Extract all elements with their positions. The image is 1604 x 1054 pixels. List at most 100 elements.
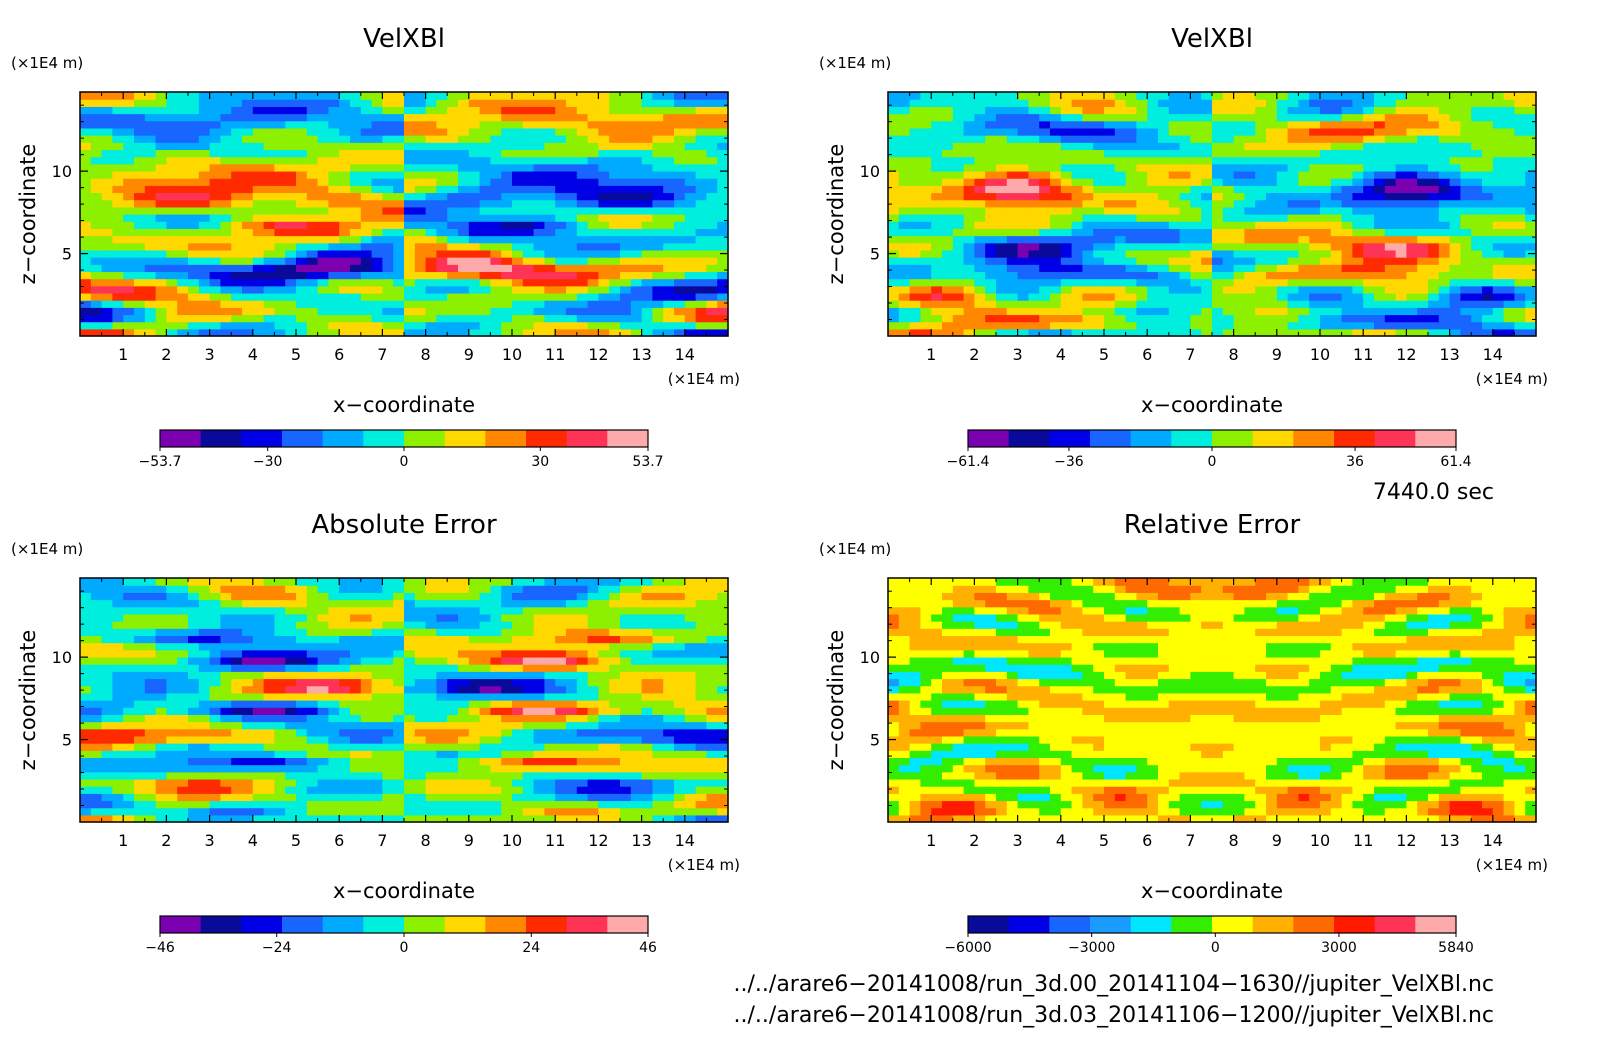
heatmap-cell [695,156,707,165]
heatmap-cell [436,178,448,186]
heatmap-cell [566,92,578,100]
heatmap-cell [1374,92,1386,100]
heatmap-cell [533,771,545,780]
heatmap-cell [317,314,329,323]
heatmap-cell [231,278,243,287]
heatmap-cell [620,786,632,794]
heatmap-cell [458,199,470,208]
heatmap-cell [296,314,308,323]
heatmap-cell [974,106,986,115]
heatmap-cell [952,235,965,244]
heatmap-cell [1017,135,1029,143]
heatmap-cell [80,786,92,794]
heatmap-cell [231,120,243,129]
heatmap-cell [1233,328,1245,337]
heatmap-cell [620,199,632,208]
heatmap-cell [155,170,167,179]
heatmap-cell [404,778,416,787]
heatmap-cell [1039,149,1051,158]
heatmap-cell [1384,113,1397,122]
heatmap-cell [1449,135,1461,143]
x-tick-label: 9 [464,345,474,364]
heatmap-cell [1158,214,1170,222]
heatmap-cell [436,185,448,194]
x-tick-label: 5 [1099,345,1109,364]
heatmap-cell [404,142,416,151]
heatmap-cell [544,149,556,158]
heatmap-cell [490,278,502,287]
heatmap-cell [1341,127,1353,136]
heatmap-cell [1039,127,1051,136]
heatmap-cell [166,156,178,165]
heatmap-cell [1330,135,1343,143]
heatmap-cell [1147,221,1159,229]
heatmap-cell [134,242,146,251]
heatmap-cell [1266,199,1278,208]
heatmap-cell [963,192,975,201]
heatmap-cell [587,321,599,330]
heatmap-cell [155,135,167,143]
heatmap-cell [695,113,707,122]
heatmap-cell [1114,178,1127,186]
heatmap-cell [566,314,578,323]
heatmap-cell [458,135,470,143]
heatmap-cell [566,764,578,773]
heatmap-cell [566,800,578,809]
heatmap-cell [663,278,675,287]
heatmap-cell [112,199,124,208]
heatmap-cell [1190,278,1202,287]
heatmap-cell [1266,242,1278,251]
heatmap-cell [317,199,329,208]
heatmap-cell [144,300,157,308]
colorbar-swatch [1171,430,1213,447]
heatmap-cell [1449,271,1461,280]
heatmap-cell [1298,170,1310,179]
heatmap-cell [188,228,200,237]
heatmap-cell [1233,321,1245,330]
heatmap-cell [909,314,921,323]
heatmap-cell [80,757,92,766]
heatmap-cell [1266,328,1278,337]
heatmap-cell [1201,328,1213,337]
heatmap-cell [1028,206,1040,215]
heatmap-cell [188,300,200,308]
heatmap-cell [90,113,103,122]
heatmap-cell [1179,292,1191,301]
heatmap-cell [458,771,470,780]
heatmap-cell [242,120,254,129]
heatmap-cell [1125,271,1137,280]
heatmap-cell [490,328,502,337]
heatmap-cell [1028,228,1040,237]
heatmap-cell [339,807,351,816]
heatmap-cell [198,764,211,773]
heatmap-cell [285,242,297,251]
heatmap-cell [285,321,297,330]
heatmap-cell [393,314,405,323]
heatmap-cell [1471,113,1483,122]
heatmap-cell [1352,278,1364,287]
heatmap-cell [252,314,265,323]
heatmap-cell [252,185,265,194]
heatmap-cell [609,127,621,136]
heatmap-cell [501,764,513,773]
heatmap-cell [576,814,589,823]
heatmap-cell [501,106,513,115]
heatmap-cell [1438,257,1451,265]
heatmap-cell [101,170,113,179]
heatmap-cell [1050,163,1062,172]
heatmap-cell [544,750,556,759]
heatmap-cell [888,156,900,165]
heatmap-cell [1082,127,1094,136]
heatmap-cell [101,750,113,759]
heatmap-cell [1168,321,1181,330]
heatmap-cell [198,92,211,100]
heatmap-cell [695,228,707,237]
heatmap-cell [360,221,373,229]
heatmap-cell [1179,127,1191,136]
heatmap-cell [317,778,329,787]
heatmap-cell [898,285,911,294]
heatmap-cell [468,321,481,330]
heatmap-cell [920,328,932,337]
heatmap-cell [166,120,178,129]
heatmap-cell [479,192,491,201]
